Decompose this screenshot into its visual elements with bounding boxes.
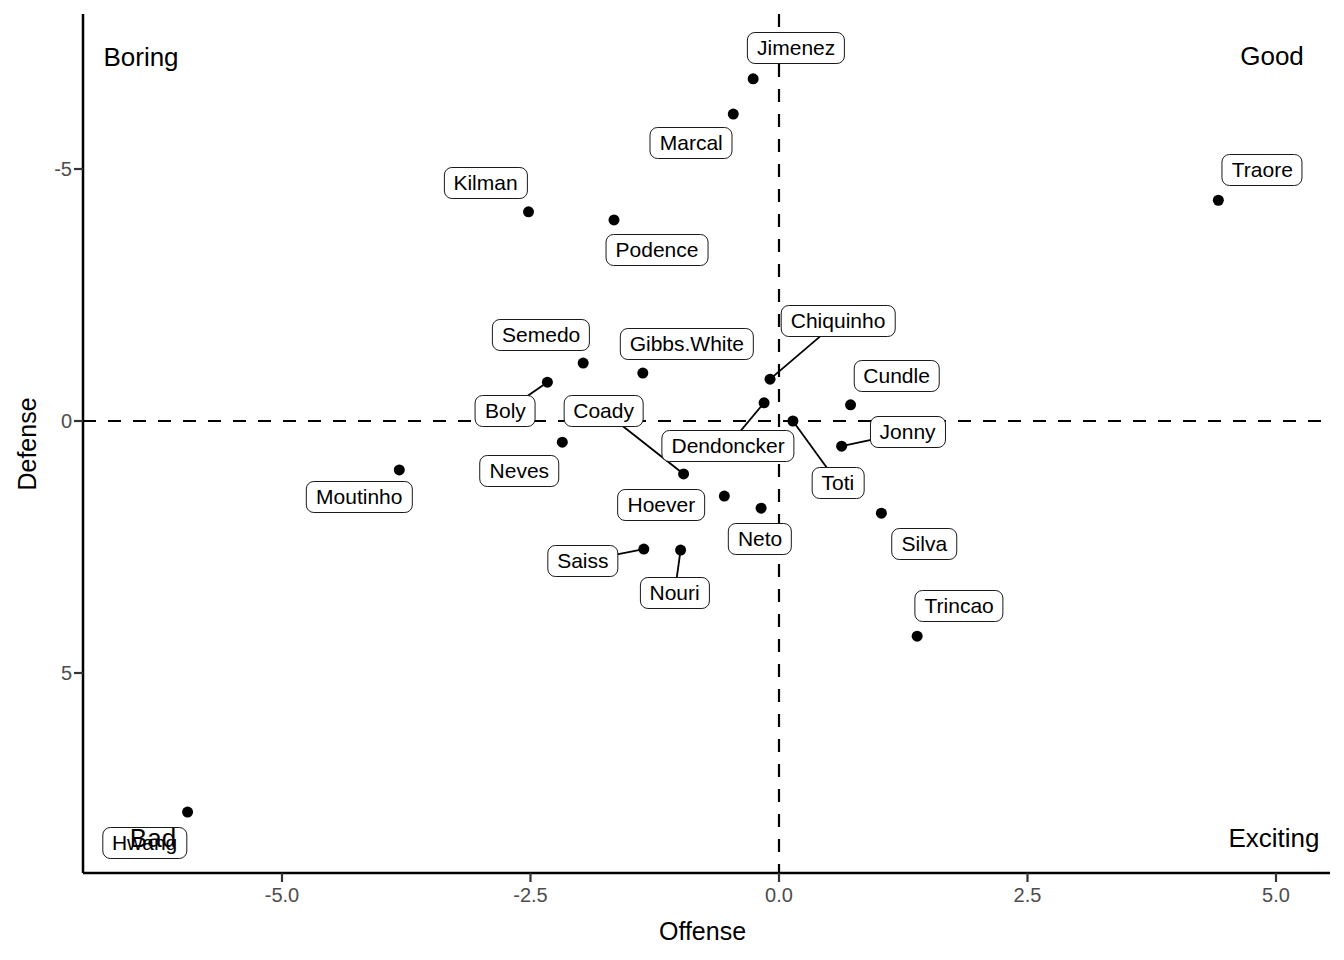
leader-line-saiss [583,549,644,561]
leader-line-chiquinho [770,321,838,379]
point-gibbs.white [637,368,648,379]
leader-line-jonny [842,432,908,446]
plot-canvas [0,0,1344,960]
point-hoever [719,491,730,502]
leader-line-boly [505,382,547,411]
scatter-chart: JimenezMarcalTraoreKilmanPodenceSemedoGi… [0,0,1344,960]
point-nouri [675,545,686,556]
point-coady [678,468,689,479]
point-semedo [578,358,589,369]
point-trincao [912,631,923,642]
point-neto [756,503,767,514]
point-moutinho [394,464,405,475]
point-jonny [836,441,847,452]
point-boly [542,377,553,388]
leader-line-dendoncker [728,403,764,446]
point-chiquinho [765,374,776,385]
point-toti [787,416,798,427]
point-kilman [523,206,534,217]
point-dendoncker [759,397,770,408]
point-hwang [182,807,193,818]
point-jimenez [748,73,759,84]
point-silva [876,508,887,519]
leader-line-toti [793,421,838,483]
point-neves [557,437,568,448]
leader-line-nouri [675,550,681,593]
point-cundle [845,399,856,410]
point-podence [608,214,619,225]
point-saiss [638,544,649,555]
point-traore [1213,195,1224,206]
point-marcal [728,109,739,120]
